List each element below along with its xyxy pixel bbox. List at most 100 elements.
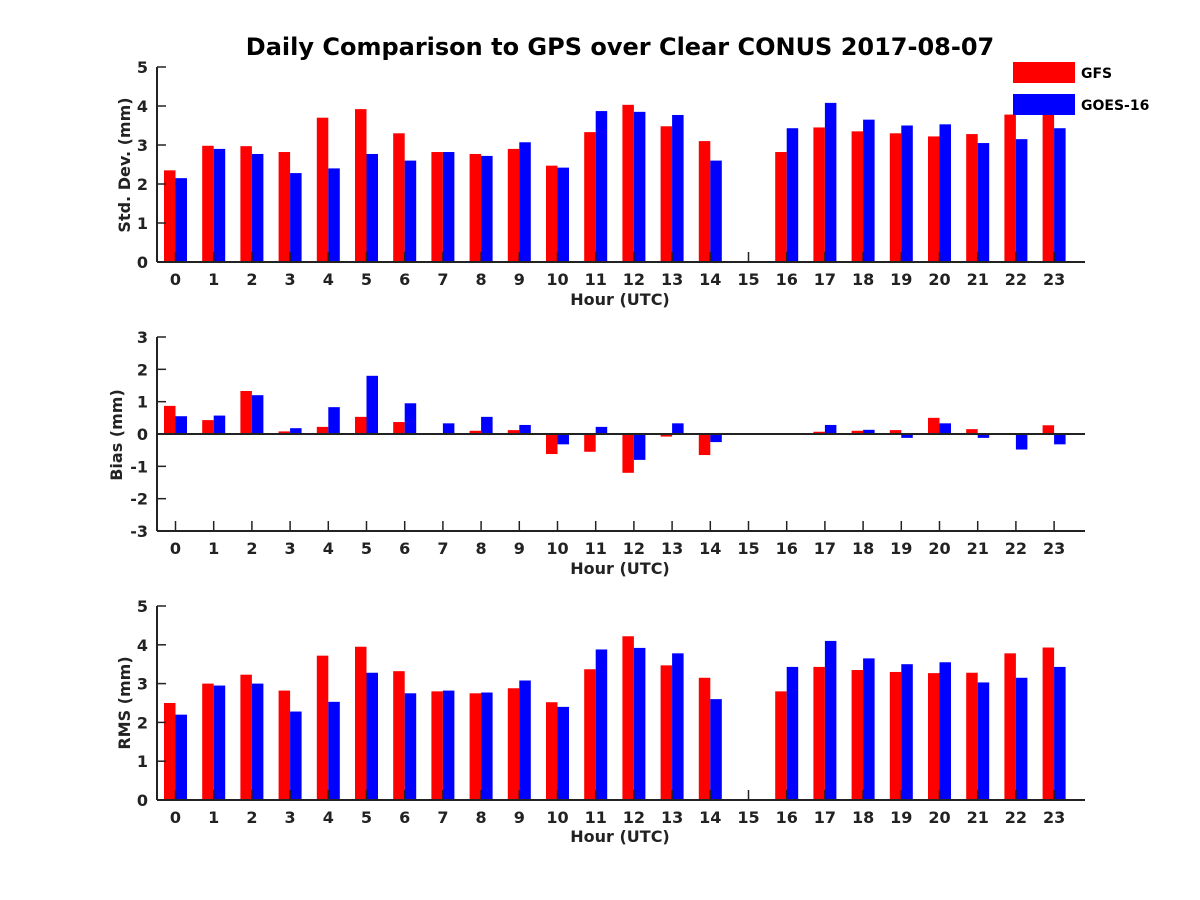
bar-bias-gfs-hour-2 (240, 391, 252, 434)
bar-rms-goes16-hour-2 (251, 683, 264, 800)
bar-bias-gfs-hour-19 (889, 430, 902, 434)
bar-rms-goes16-hour-7 (442, 690, 455, 800)
bar-std-dev-gfs-hour-7 (431, 152, 443, 262)
bar-rms-goes16-hour-22 (1015, 677, 1028, 800)
x-tick-label-bias-10: 10 (546, 539, 568, 558)
bar-rms-goes16-hour-1 (213, 685, 226, 800)
x-tick-label-rms-2: 2 (246, 808, 257, 827)
x-tick-label-rms-0: 0 (170, 808, 181, 827)
y-tick-label-rms-5: 5 (137, 597, 148, 616)
bar-std-dev-gfs-hour-21 (966, 134, 978, 262)
bar-rms-goes16-hour-3 (290, 711, 302, 800)
bar-std-dev-gfs-hour-22 (1004, 114, 1016, 262)
bar-std-dev-goes16-hour-17 (824, 102, 837, 262)
x-tick-label-rms-20: 20 (928, 808, 950, 827)
bar-rms-gfs-hour-4 (316, 655, 329, 800)
bar-std-dev-goes16-hour-11 (595, 111, 608, 262)
bar-std-dev-goes16-hour-6 (404, 160, 417, 262)
bar-rms-gfs-hour-0 (164, 703, 176, 800)
bar-rms-goes16-hour-23 (1054, 666, 1066, 800)
bar-bias-gfs-hour-8 (469, 430, 482, 434)
bar-bias-gfs-hour-14 (698, 434, 711, 456)
x-tick-label-bias-15: 15 (737, 539, 759, 558)
bar-rms-gfs-hour-19 (889, 671, 902, 800)
bar-bias-goes16-hour-22 (1015, 434, 1028, 450)
y-axis-label-bias: Bias (mm) (107, 389, 126, 481)
y-tick-label-std-dev-4: 4 (137, 97, 148, 116)
bar-bias-goes16-hour-17 (824, 424, 837, 434)
bar-rms-goes16-hour-5 (366, 672, 378, 800)
x-axis-label-rms: Hour (UTC) (570, 827, 670, 846)
bar-rms-gfs-hour-14 (698, 677, 711, 800)
bar-bias-goes16-hour-14 (710, 434, 722, 443)
bar-std-dev-gfs-hour-10 (546, 165, 558, 262)
bar-rms-goes16-hour-16 (786, 666, 799, 800)
bar-std-dev-goes16-hour-21 (977, 143, 990, 262)
bar-rms-goes16-hour-14 (710, 699, 722, 800)
chart-title: Daily Comparison to GPS over Clear CONUS… (246, 33, 994, 61)
bar-std-dev-gfs-hour-23 (1042, 107, 1055, 262)
x-tick-label-std-dev-9: 9 (514, 270, 525, 289)
x-tick-label-rms-23: 23 (1043, 808, 1065, 827)
bar-bias-gfs-hour-6 (393, 422, 405, 434)
bar-rms-goes16-hour-20 (939, 662, 951, 800)
y-tick-label-rms-2: 2 (137, 713, 148, 732)
legend: GFS GOES-16 (1013, 62, 1149, 115)
bar-rms-gfs-hour-16 (775, 691, 787, 800)
bar-rms-gfs-hour-3 (278, 690, 291, 800)
bar-rms-goes16-hour-0 (175, 714, 187, 800)
x-tick-label-bias-20: 20 (928, 539, 950, 558)
x-tick-label-bias-17: 17 (814, 539, 836, 558)
x-tick-label-rms-4: 4 (323, 808, 334, 827)
bar-rms-goes16-hour-19 (901, 664, 913, 800)
bar-std-dev-gfs-hour-6 (393, 133, 405, 262)
bar-std-dev-goes16-hour-3 (290, 173, 302, 262)
bar-bias-goes16-hour-21 (977, 434, 990, 438)
bar-bias-goes16-hour-9 (519, 424, 531, 434)
bar-bias-goes16-hour-0 (175, 416, 187, 434)
bar-rms-gfs-hour-1 (202, 683, 214, 800)
bar-bias-goes16-hour-18 (863, 429, 875, 434)
bar-bias-goes16-hour-1 (213, 415, 226, 434)
bar-std-dev-gfs-hour-13 (660, 126, 673, 262)
y-tick-label-rms-0: 0 (137, 791, 148, 810)
bar-std-dev-goes16-hour-1 (213, 148, 226, 262)
bar-std-dev-goes16-hour-16 (786, 128, 799, 262)
bar-rms-gfs-hour-5 (355, 646, 367, 800)
bar-rms-goes16-hour-8 (481, 692, 493, 800)
bar-std-dev-goes16-hour-2 (251, 153, 264, 262)
x-tick-label-std-dev-11: 11 (585, 270, 607, 289)
x-tick-label-std-dev-22: 22 (1005, 270, 1027, 289)
bar-rms-goes16-hour-13 (672, 653, 684, 800)
bar-bias-gfs-hour-13 (660, 434, 673, 437)
bar-std-dev-gfs-hour-20 (928, 136, 940, 262)
bar-rms-gfs-hour-11 (584, 669, 596, 800)
bar-rms-goes16-hour-17 (824, 640, 837, 800)
x-tick-label-rms-5: 5 (361, 808, 372, 827)
x-tick-label-std-dev-15: 15 (737, 270, 759, 289)
bar-rms-goes16-hour-12 (633, 647, 646, 800)
y-tick-label-std-dev-1: 1 (137, 214, 148, 233)
x-tick-label-std-dev-23: 23 (1043, 270, 1065, 289)
bar-std-dev-goes16-hour-7 (442, 152, 455, 262)
bar-std-dev-gfs-hour-11 (584, 132, 596, 262)
bar-std-dev-goes16-hour-22 (1015, 139, 1028, 262)
y-tick-label-bias--1: -1 (130, 457, 148, 476)
bar-rms-gfs-hour-2 (240, 674, 252, 800)
x-tick-label-std-dev-12: 12 (623, 270, 645, 289)
x-tick-label-rms-10: 10 (546, 808, 568, 827)
y-tick-label-rms-3: 3 (137, 675, 148, 694)
bar-rms-gfs-hour-17 (813, 666, 825, 800)
bar-rms-goes16-hour-11 (595, 649, 608, 800)
bar-std-dev-goes16-hour-20 (939, 124, 951, 262)
bar-std-dev-goes16-hour-9 (519, 142, 531, 262)
bar-std-dev-goes16-hour-0 (175, 178, 187, 262)
bar-bias-goes16-hour-23 (1054, 434, 1066, 445)
x-tick-label-rms-22: 22 (1005, 808, 1027, 827)
bar-bias-gfs-hour-10 (546, 434, 558, 455)
x-tick-label-bias-4: 4 (323, 539, 334, 558)
bar-rms-gfs-hour-8 (469, 693, 482, 800)
bar-rms-gfs-hour-18 (851, 670, 864, 800)
